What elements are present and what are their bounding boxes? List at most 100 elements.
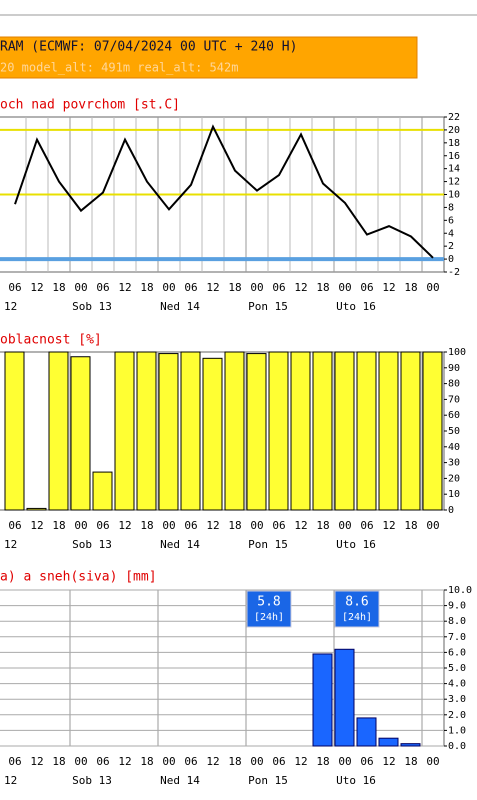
x-tick-label: 06: [184, 281, 197, 294]
x-tick-label: 12: [118, 519, 131, 532]
x-tick-label: 00: [250, 519, 263, 532]
x-tick-label: 18: [140, 281, 153, 294]
y-tick-label: 10: [448, 489, 460, 500]
y-tick-label: 0.0: [448, 741, 466, 752]
x-tick-label: 12: [382, 755, 395, 768]
daily-total-period: [24h]: [254, 612, 284, 623]
bar: [356, 717, 377, 747]
x-tick-label: 12: [294, 281, 307, 294]
y-tick-label: 16: [448, 151, 460, 162]
bar: [312, 351, 333, 511]
y-tick-label: 8: [448, 202, 454, 213]
x-tick-label: 06: [272, 755, 285, 768]
x-tick-label: 18: [316, 281, 329, 294]
x-tick-label: 00: [426, 281, 439, 294]
x-tick-label: 06: [8, 755, 21, 768]
y-tick-label: 10: [448, 190, 460, 201]
x-tick-label: 06: [96, 519, 109, 532]
chart-title: oblacnost [%]: [0, 333, 102, 348]
day-label: Sob 13: [72, 538, 112, 551]
y-tick-label: 60: [448, 410, 460, 421]
chart-title: a) a sneh(siva) [mm]: [0, 570, 157, 585]
bar: [26, 507, 47, 511]
x-tick-label: 12: [30, 281, 43, 294]
y-tick-label: 1.0: [448, 725, 466, 736]
bar: [202, 357, 223, 511]
day-label: Pon 15: [248, 774, 288, 787]
x-tick-label: 00: [250, 755, 263, 768]
bar: [224, 351, 245, 511]
y-tick-label: 3.0: [448, 694, 466, 705]
bar: [422, 351, 443, 511]
bar: [356, 351, 377, 511]
x-tick-label: 00: [338, 755, 351, 768]
y-tick-label: 2: [448, 241, 454, 252]
banner-title: RAM (ECMWF: 07/04/2024 00 UTC + 240 H): [0, 40, 297, 55]
bar: [400, 743, 421, 747]
y-tick-label: 20: [448, 125, 460, 136]
x-tick-label: 06: [184, 519, 197, 532]
bar: [158, 353, 179, 511]
bar: [70, 356, 91, 511]
y-tick-label: 6.0: [448, 647, 466, 658]
x-tick-label: 00: [74, 281, 87, 294]
x-tick-label: 06: [96, 281, 109, 294]
x-tick-label: 00: [74, 519, 87, 532]
x-tick-label: 12: [294, 755, 307, 768]
y-tick-label: 40: [448, 442, 460, 453]
y-tick-label: 10.0: [448, 585, 472, 596]
x-tick-label: 06: [96, 755, 109, 768]
x-tick-label: 00: [74, 755, 87, 768]
y-tick-label: 8.0: [448, 616, 466, 627]
day-label: Sob 13: [72, 774, 112, 787]
y-tick-label: 22: [448, 112, 460, 123]
x-tick-label: 18: [52, 281, 65, 294]
x-tick-label: 00: [162, 281, 175, 294]
x-tick-label: 12: [118, 281, 131, 294]
bar: [180, 351, 201, 511]
day-label: a 12: [0, 774, 17, 787]
day-label: Ned 14: [160, 774, 200, 787]
y-tick-label: 50: [448, 426, 460, 437]
y-tick-label: 20: [448, 473, 460, 484]
bar: [136, 351, 157, 511]
x-tick-label: 12: [118, 755, 131, 768]
y-tick-label: -2: [448, 267, 460, 278]
daily-total-period: [24h]: [342, 612, 372, 623]
x-tick-label: 18: [404, 519, 417, 532]
bar: [290, 351, 311, 511]
x-tick-label: 12: [382, 281, 395, 294]
bar: [92, 471, 113, 511]
day-label: Uto 16: [336, 774, 376, 787]
daily-total: 8.6: [345, 595, 368, 610]
x-tick-label: 12: [30, 755, 43, 768]
banner: [0, 36, 418, 79]
day-label: Uto 16: [336, 300, 376, 313]
day-label: a 12: [0, 538, 17, 551]
y-tick-label: 6: [448, 215, 454, 226]
x-tick-label: 18: [228, 281, 241, 294]
x-tick-label: 00: [426, 519, 439, 532]
bar: [400, 351, 421, 511]
x-tick-label: 12: [206, 519, 219, 532]
x-tick-label: 00: [338, 519, 351, 532]
day-label: a 12: [0, 300, 17, 313]
x-tick-label: 00: [162, 519, 175, 532]
day-label: Ned 14: [160, 538, 200, 551]
y-tick-label: 70: [448, 394, 460, 405]
x-tick-label: 12: [294, 519, 307, 532]
x-tick-label: 06: [272, 519, 285, 532]
x-tick-label: 06: [360, 281, 373, 294]
bar: [268, 351, 289, 511]
bar: [48, 351, 69, 511]
bar: [246, 353, 267, 511]
day-label: Pon 15: [248, 300, 288, 313]
bar: [378, 737, 399, 747]
x-tick-label: 00: [250, 281, 263, 294]
x-tick-label: 06: [272, 281, 285, 294]
y-tick-label: 0: [448, 505, 454, 516]
daily-total: 5.8: [257, 595, 280, 610]
x-tick-label: 18: [228, 755, 241, 768]
x-tick-label: 06: [8, 281, 21, 294]
y-tick-label: 90: [448, 363, 460, 374]
